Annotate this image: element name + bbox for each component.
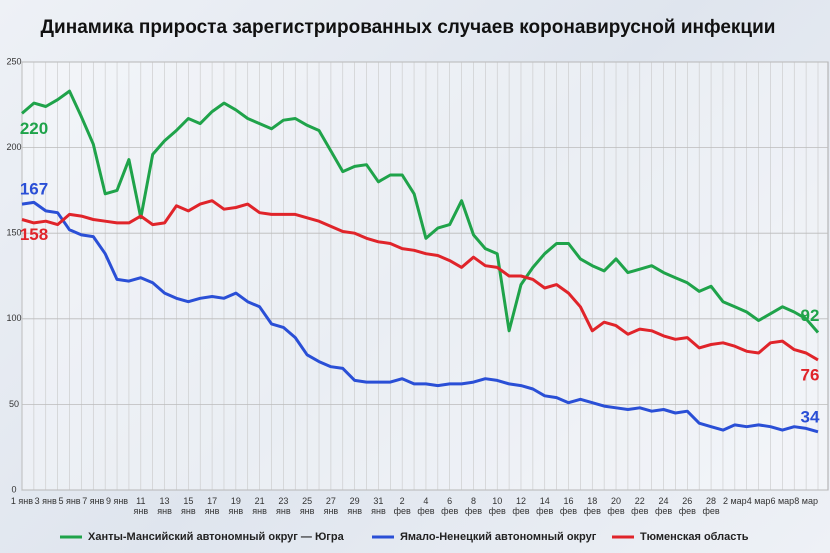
legend-label: Ямало-Ненецкий автономный округ — [400, 531, 597, 543]
x-tick-label: 26 фев — [678, 496, 696, 516]
y-tick-label: 200 — [6, 142, 21, 152]
x-tick-label: 31 янв — [371, 496, 386, 516]
x-tick-label: 15 янв — [181, 496, 196, 516]
data-label: 167 — [20, 180, 48, 199]
x-tick-label: 12 фев — [512, 496, 530, 516]
x-tick-label: 18 фев — [583, 496, 601, 516]
x-tick-label: 8 мар — [794, 496, 818, 506]
x-tick-label: 9 янв — [105, 496, 129, 506]
x-tick-label: 8 фев — [464, 496, 483, 516]
x-tick-label: 28 фев — [702, 496, 720, 516]
series-line — [21, 200, 819, 434]
x-tick-label: 14 фев — [536, 496, 554, 516]
x-tick-label: 6 фев — [441, 496, 459, 516]
x-tick-label: 13 янв — [157, 496, 172, 516]
x-tick-label: 11 янв — [133, 496, 149, 516]
x-tick-label: 21 янв — [252, 496, 267, 516]
legend-label: Тюменская область — [640, 531, 749, 543]
y-tick-label: 100 — [6, 313, 21, 323]
data-label: 220 — [20, 119, 48, 138]
y-tick-label: 250 — [6, 56, 21, 66]
legend-label: Ханты-Мансийский автономный округ — Югра — [88, 531, 345, 543]
x-tick-label: 5 янв — [58, 496, 81, 506]
data-label: 158 — [20, 225, 48, 244]
y-tick-label: 50 — [9, 399, 19, 409]
x-tick-label: 17 янв — [204, 496, 220, 516]
x-tick-label: 16 фев — [559, 496, 578, 516]
x-tick-label: 4 фев — [417, 496, 435, 516]
x-tick-label: 4 мар — [746, 496, 771, 506]
chart-title: Динамика прироста зарегистрированных слу… — [41, 17, 776, 38]
x-tick-label: 7 янв — [82, 496, 105, 506]
x-tick-label: 22 фев — [631, 496, 649, 516]
x-tick-label: 3 янв — [34, 496, 57, 506]
x-tick-label: 6 мар — [770, 496, 795, 506]
x-tick-label: 19 янв — [228, 496, 244, 516]
data-label: 92 — [801, 306, 820, 325]
x-tick-label: 27 янв — [323, 496, 339, 516]
series-line — [21, 89, 820, 334]
x-tick-label: 2 фев — [393, 496, 411, 516]
x-tick-label: 24 фев — [654, 496, 673, 516]
x-tick-label: 2 мар — [722, 496, 747, 506]
x-tick-label: 10 фев — [488, 496, 506, 516]
x-tick-label: 29 янв — [347, 496, 362, 516]
data-label: 34 — [801, 407, 820, 426]
y-tick-label: 0 — [11, 484, 16, 494]
series-line — [21, 199, 819, 362]
x-tick-label: 23 янв — [276, 496, 291, 516]
data-label: 76 — [801, 365, 820, 384]
y-tick-label: 150 — [6, 228, 21, 238]
x-tick-label: 25 янв — [299, 496, 315, 516]
x-tick-label: 20 фев — [607, 496, 625, 516]
x-tick-label: 1 янв — [10, 496, 34, 506]
